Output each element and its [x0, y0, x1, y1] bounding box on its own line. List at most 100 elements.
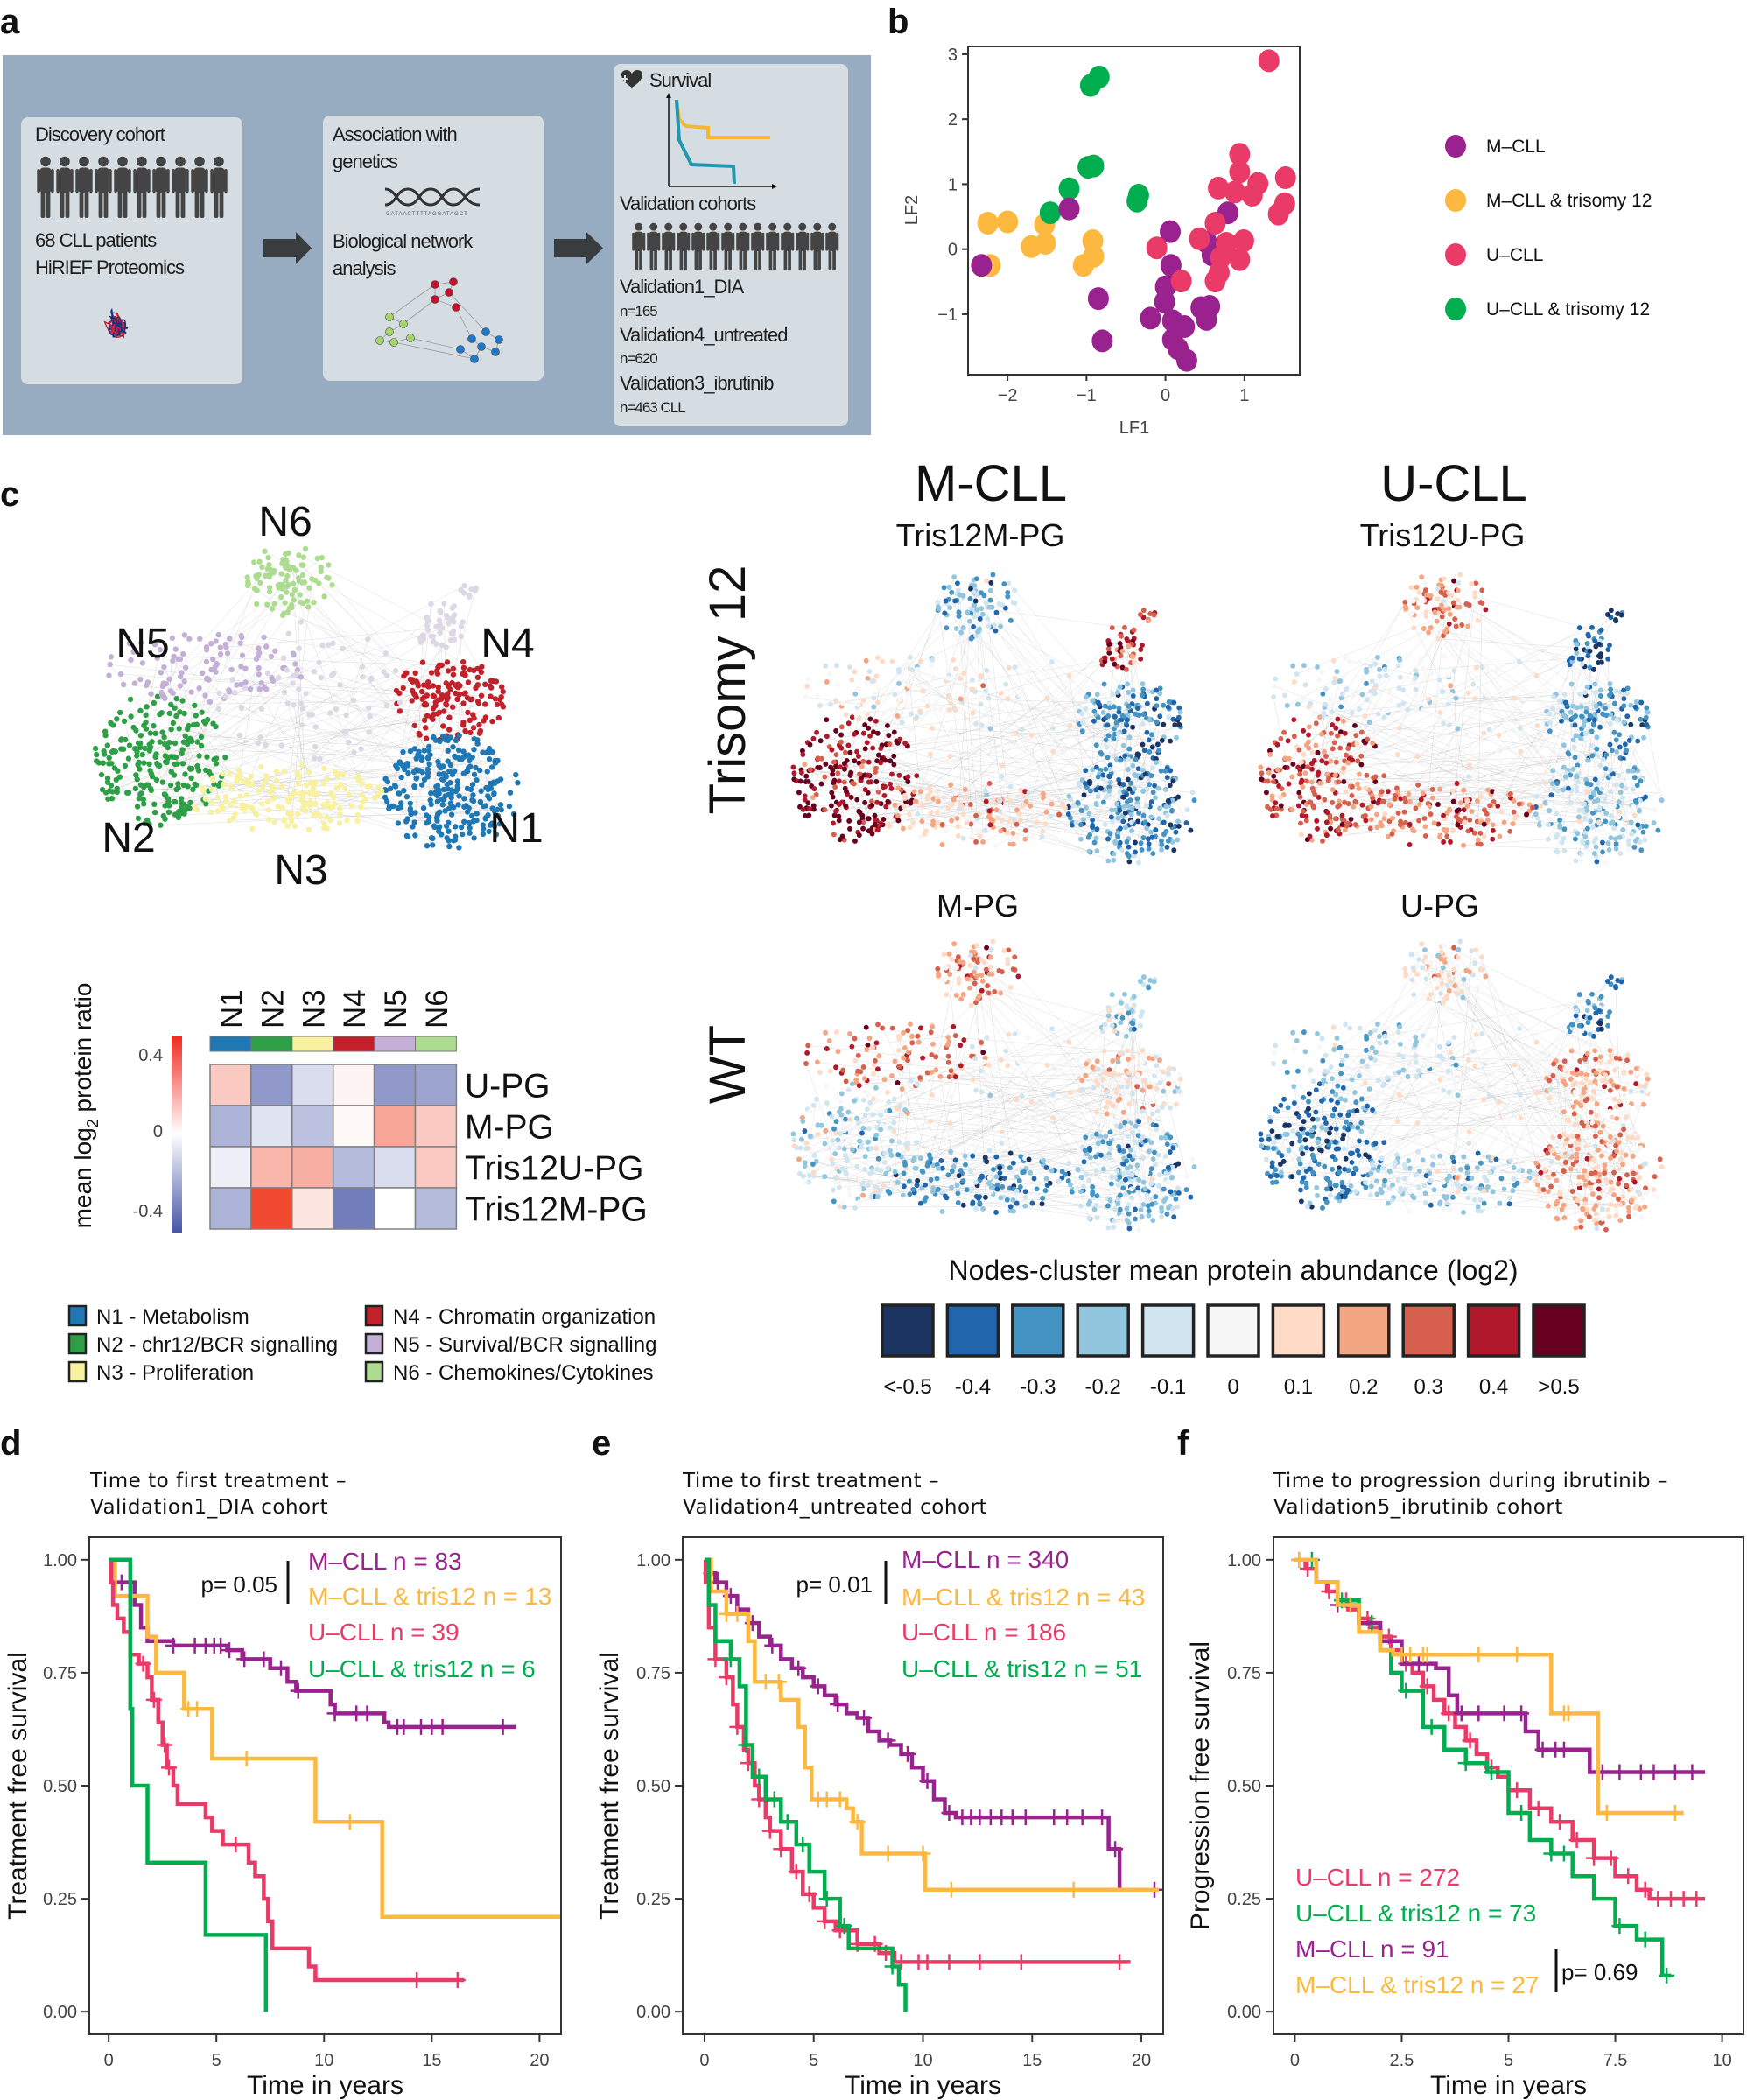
network-node: [268, 653, 275, 660]
network-node: [92, 745, 99, 752]
network-node: [445, 737, 451, 743]
network-node: [952, 666, 958, 672]
scatter-point: [971, 254, 993, 277]
network-node: [100, 760, 107, 766]
network-node: [382, 776, 389, 782]
network-node: [359, 792, 365, 798]
network-node: [170, 657, 176, 664]
network-node: [256, 686, 263, 692]
network-node: [298, 762, 305, 769]
network-node: [181, 632, 187, 638]
network-edge: [306, 601, 516, 776]
network-node: [219, 803, 225, 810]
network-node: [1111, 1071, 1117, 1077]
network-node: [1357, 706, 1362, 713]
network-node: [1157, 1057, 1163, 1064]
network-node: [1603, 752, 1610, 758]
network-node: [1146, 985, 1152, 991]
network-node: [189, 765, 195, 772]
network-node: [1573, 646, 1579, 652]
network-node: [294, 769, 301, 776]
network-node: [1606, 846, 1612, 853]
network-node: [1104, 1111, 1110, 1117]
network-node: [1086, 811, 1092, 817]
network-node: [854, 748, 860, 755]
network-node: [1140, 681, 1146, 687]
network-node: [324, 825, 330, 832]
network-node: [1498, 809, 1505, 815]
network-node: [1039, 834, 1045, 840]
network-node: [999, 774, 1005, 780]
network-node: [243, 792, 250, 798]
network-node: [871, 704, 877, 710]
network-node: [410, 769, 417, 776]
scatter-point: [1204, 270, 1226, 293]
network-node: [1148, 814, 1154, 820]
network-node: [983, 600, 989, 606]
network-node: [465, 679, 472, 685]
network-node: [952, 598, 958, 604]
network-node: [1516, 801, 1522, 807]
network-node: [1599, 839, 1605, 846]
heatmap-cell: [373, 1064, 417, 1106]
network-node: [1126, 734, 1133, 741]
network-node: [446, 828, 452, 834]
network-node: [1584, 825, 1590, 832]
network-node: [1506, 834, 1512, 840]
network-node: [986, 642, 992, 648]
network-edge: [263, 636, 481, 673]
network-node: [875, 655, 881, 661]
network-node: [1385, 708, 1391, 714]
network-node: [1574, 642, 1580, 647]
network-node: [1543, 689, 1549, 695]
network-node: [1358, 753, 1365, 759]
network-node: [486, 796, 493, 802]
network-node: [1367, 825, 1373, 832]
network-node: [902, 678, 908, 685]
network-node: [1635, 822, 1641, 828]
network-node: [470, 792, 476, 798]
network-node: [1171, 847, 1177, 853]
network-node: [938, 791, 944, 797]
network-node: [144, 679, 151, 685]
network-node: [341, 728, 348, 735]
network-node: [1019, 727, 1025, 733]
network-node: [321, 593, 327, 600]
network-node: [213, 638, 219, 644]
network-node: [303, 783, 309, 789]
network-node: [1140, 1087, 1146, 1093]
network-node: [174, 811, 180, 818]
network-edge: [873, 1005, 972, 1099]
network-node: [1073, 820, 1079, 826]
network-node: [1445, 701, 1451, 707]
network-node: [1306, 732, 1311, 738]
network-node: [324, 814, 330, 820]
network-node: [255, 653, 261, 659]
network-node: [1593, 844, 1599, 850]
network-node: [1617, 744, 1623, 750]
network-node: [905, 661, 911, 667]
network-node: [1568, 681, 1575, 687]
network-node: [407, 800, 413, 806]
network-node: [298, 674, 305, 680]
network-node: [420, 804, 427, 811]
network-node: [474, 811, 480, 817]
network-node: [1328, 758, 1334, 764]
network-node: [311, 811, 317, 818]
network-node: [298, 579, 305, 586]
network-node: [874, 699, 881, 706]
network-node: [171, 754, 177, 760]
network-node: [1064, 690, 1070, 696]
network-edge: [247, 585, 447, 706]
network-node: [114, 785, 120, 791]
network-node: [814, 729, 820, 735]
network-node: [1609, 748, 1615, 754]
network-node: [1125, 1048, 1131, 1054]
network-node: [188, 775, 194, 781]
network-node: [493, 678, 500, 685]
network-node: [1466, 762, 1472, 769]
x-tick-label: −1: [1077, 386, 1097, 405]
network-node: [267, 789, 273, 795]
network-node: [1334, 669, 1340, 675]
network-node: [1578, 736, 1584, 742]
